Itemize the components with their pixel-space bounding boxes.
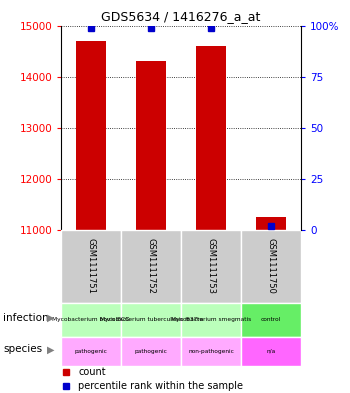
Text: control: control (261, 317, 281, 322)
Bar (196, 46, 226, 230)
Text: ▶: ▶ (47, 312, 55, 323)
Text: ▶: ▶ (47, 344, 55, 354)
Text: Mycobacterium tuberculosis H37ra: Mycobacterium tuberculosis H37ra (99, 317, 203, 322)
Bar (76, 41, 106, 230)
Bar (61, 303, 121, 336)
Bar (256, 217, 286, 230)
Title: GDS5634 / 1416276_a_at: GDS5634 / 1416276_a_at (102, 10, 261, 23)
Bar (121, 303, 181, 336)
Text: pathogenic: pathogenic (75, 349, 108, 354)
Text: species: species (4, 344, 43, 354)
Bar (181, 336, 241, 366)
Text: n/a: n/a (266, 349, 276, 354)
Text: GSM1111750: GSM1111750 (267, 238, 275, 294)
Text: GSM1111753: GSM1111753 (206, 238, 216, 294)
Text: count: count (78, 367, 106, 377)
Text: percentile rank within the sample: percentile rank within the sample (78, 381, 243, 391)
Bar (241, 230, 301, 303)
Text: Mycobacterium bovis BCG: Mycobacterium bovis BCG (52, 317, 130, 322)
Text: Mycobacterium smegmatis: Mycobacterium smegmatis (171, 317, 251, 322)
Text: GSM1111751: GSM1111751 (87, 238, 96, 294)
Bar (61, 336, 121, 366)
Bar (241, 303, 301, 336)
Bar (181, 303, 241, 336)
Text: pathogenic: pathogenic (135, 349, 168, 354)
Bar (121, 230, 181, 303)
Bar (136, 61, 166, 230)
Bar (61, 230, 121, 303)
Bar (241, 336, 301, 366)
Text: non-pathogenic: non-pathogenic (188, 349, 234, 354)
Bar (181, 230, 241, 303)
Text: GSM1111752: GSM1111752 (147, 238, 156, 294)
Text: infection: infection (4, 312, 49, 323)
Bar (121, 336, 181, 366)
